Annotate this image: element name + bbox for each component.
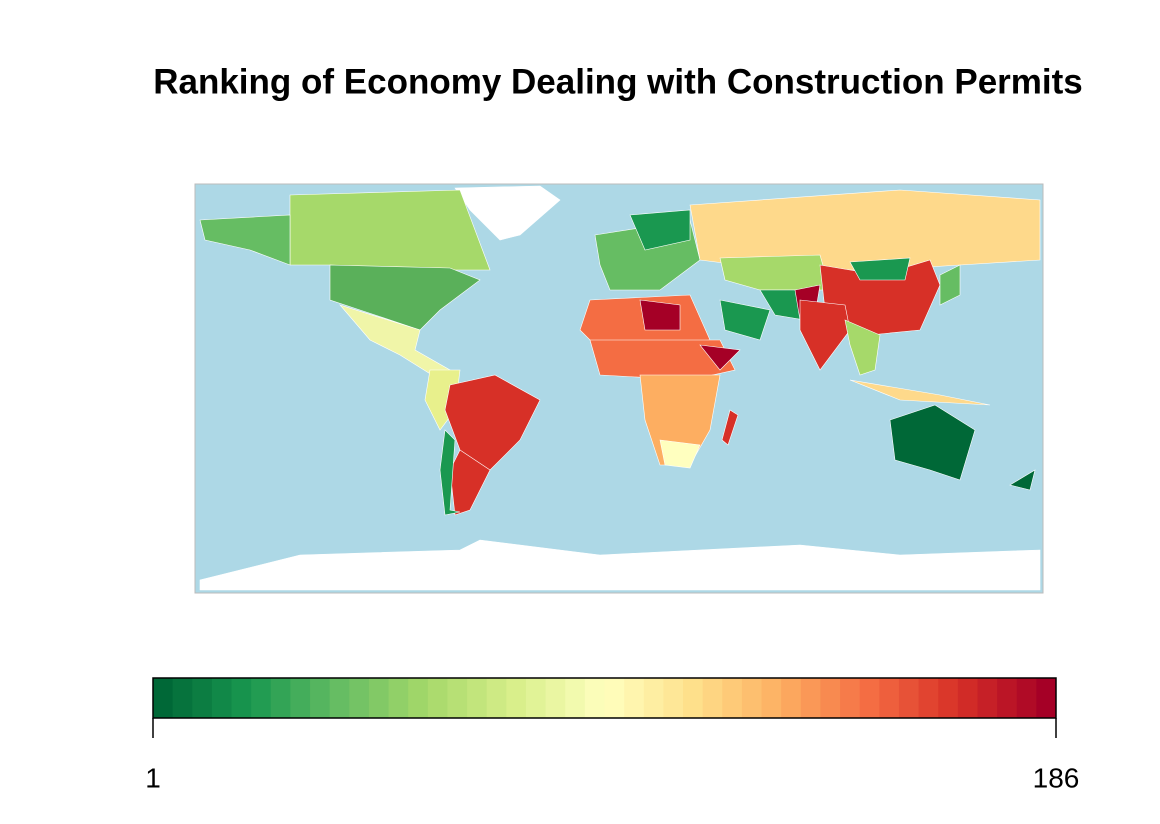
colorbar-segment [702,678,723,718]
colorbar-frame [152,677,1057,719]
colorbar: 1 186 [145,677,1080,793]
colorbar-segment [329,678,350,718]
colorbar-segment [800,678,821,718]
chart-title: Ranking of Economy Dealing with Construc… [153,62,1083,101]
colorbar-segment [624,678,645,718]
colorbar-segment [584,678,605,718]
colorbar-segment [741,678,763,718]
colorbar-segment [781,678,802,718]
colorbar-segment [977,678,998,718]
region [939,264,961,306]
colorbar-segment [1036,678,1057,718]
region [849,257,911,281]
region [719,299,771,341]
tick-label: 186 [1033,762,1080,793]
region [799,299,851,371]
colorbar-segment [251,678,272,718]
colorbar-segment [506,678,527,718]
colorbar-segment [290,678,311,718]
region [444,374,541,481]
colorbar-segment [761,678,782,718]
tick-label: 1 [145,762,161,793]
region [629,209,691,251]
colorbar-segment [467,678,488,718]
region [844,319,881,376]
region [699,344,741,371]
colorbar-segment [545,678,566,718]
region [659,439,701,469]
colorbar-segment [938,678,959,718]
colorbar-segment [310,678,331,718]
map [194,183,1044,594]
colorbar-segment [408,678,429,718]
region [454,185,561,241]
colorbar-segment [565,678,586,718]
colorbar-segment [879,678,900,718]
colorbar-segment [211,678,233,718]
region [1009,469,1036,491]
region [439,429,461,516]
colorbar-segment [349,678,370,718]
colorbar-segment [898,678,920,718]
colorbar-segment [192,678,213,718]
colorbar-segment [447,678,468,718]
region [721,409,739,446]
colorbar-segment [820,678,841,718]
region [199,214,291,266]
colorbar-segment [270,678,291,718]
colorbar-segment [859,678,880,718]
colorbar-segment [643,678,664,718]
colorbar-segment [683,678,704,718]
region [329,264,481,331]
colorbar-segment [427,678,448,718]
colorbar-segment [153,678,174,718]
colorbar-segment [840,678,861,718]
colorbar-segment [918,678,939,718]
colorbar-segment [486,678,507,718]
colorbar-segment [604,678,625,718]
colorbar-segment [388,678,409,718]
region [639,299,681,331]
colorbar-segment [957,678,978,718]
region [849,379,991,406]
colorbar-segment [1016,678,1037,718]
colorbar-segment [368,678,390,718]
colorbar-segment [997,678,1018,718]
colorbar-segment [663,678,684,718]
colorbar-segment [172,678,193,718]
colorbar-segment [525,678,547,718]
region [289,189,491,271]
colorbar-segment [722,678,743,718]
colorbar-segment [231,678,252,718]
region [889,404,976,481]
region [199,539,1041,591]
